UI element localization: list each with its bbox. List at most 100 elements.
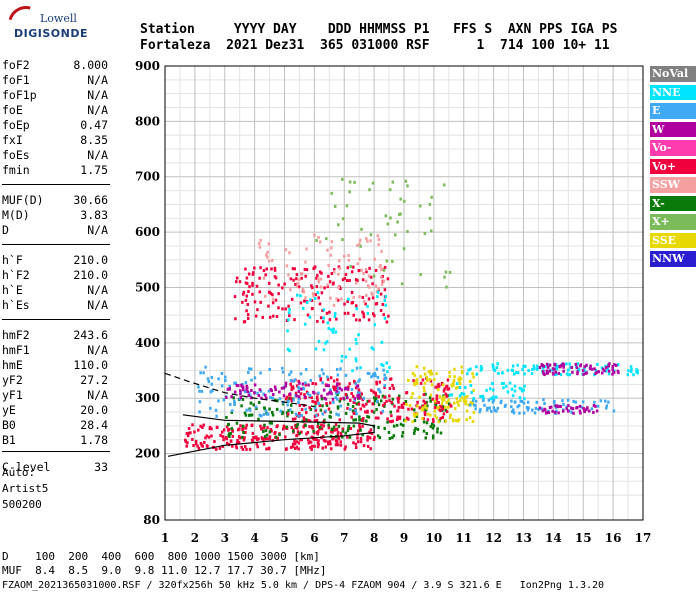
auto-artist: Artist5 bbox=[2, 482, 49, 495]
data-point bbox=[383, 385, 386, 389]
param-label: foF1p bbox=[2, 88, 37, 102]
data-point bbox=[309, 407, 313, 411]
data-point bbox=[502, 382, 505, 386]
data-point bbox=[474, 407, 477, 411]
data-point bbox=[303, 299, 306, 303]
data-point bbox=[422, 393, 426, 397]
data-point bbox=[521, 368, 524, 372]
data-point bbox=[352, 394, 355, 398]
data-point bbox=[289, 445, 293, 449]
data-point bbox=[199, 371, 202, 375]
data-point bbox=[300, 438, 303, 442]
data-point bbox=[336, 443, 340, 447]
data-point bbox=[444, 405, 447, 409]
data-point bbox=[329, 390, 333, 394]
data-point bbox=[265, 437, 269, 441]
data-point bbox=[308, 394, 312, 398]
data-point bbox=[247, 367, 251, 371]
data-point bbox=[291, 445, 295, 449]
data-point bbox=[407, 407, 410, 411]
data-point bbox=[305, 390, 309, 394]
data-point bbox=[332, 327, 335, 331]
data-point bbox=[296, 426, 299, 430]
data-point bbox=[508, 381, 512, 385]
x-tick-label: 3 bbox=[221, 531, 229, 545]
data-point bbox=[548, 369, 551, 373]
param-row: h`E N/A bbox=[2, 283, 108, 298]
data-point bbox=[279, 409, 283, 413]
data-point bbox=[464, 402, 467, 406]
data-point bbox=[334, 391, 338, 395]
data-point bbox=[441, 416, 445, 420]
data-point bbox=[338, 399, 342, 403]
data-point bbox=[294, 412, 298, 416]
data-point bbox=[556, 364, 559, 368]
data-point bbox=[341, 427, 345, 431]
param-separator bbox=[2, 244, 110, 245]
data-point bbox=[485, 388, 488, 392]
data-point bbox=[421, 407, 425, 411]
data-point bbox=[517, 404, 521, 408]
data-point bbox=[184, 438, 187, 442]
data-point bbox=[297, 395, 301, 399]
data-point bbox=[455, 419, 458, 423]
data-point bbox=[527, 406, 530, 410]
data-point bbox=[242, 290, 246, 294]
data-point bbox=[535, 400, 539, 404]
data-point bbox=[264, 409, 268, 413]
legend-item: X- bbox=[650, 195, 696, 211]
data-point bbox=[241, 397, 245, 401]
data-point bbox=[472, 403, 476, 407]
data-point bbox=[303, 395, 307, 399]
data-point bbox=[355, 341, 358, 345]
data-point bbox=[306, 438, 310, 442]
data-point bbox=[318, 374, 321, 378]
data-point bbox=[629, 365, 633, 369]
data-point bbox=[340, 388, 344, 392]
data-point bbox=[234, 317, 237, 321]
data-point bbox=[246, 317, 250, 321]
data-point bbox=[227, 432, 231, 436]
data-point bbox=[377, 238, 381, 242]
data-point bbox=[294, 282, 297, 286]
data-point bbox=[275, 425, 278, 429]
data-point bbox=[460, 396, 464, 400]
data-point bbox=[250, 367, 253, 371]
data-point bbox=[360, 227, 363, 231]
data-point bbox=[407, 417, 410, 421]
data-point bbox=[391, 180, 395, 184]
data-point bbox=[326, 442, 330, 446]
data-point bbox=[272, 393, 275, 397]
data-point bbox=[431, 436, 435, 440]
data-point bbox=[347, 253, 350, 257]
data-point bbox=[526, 408, 530, 412]
param-label: hmF2 bbox=[2, 328, 30, 342]
data-point bbox=[246, 386, 249, 390]
data-point bbox=[558, 404, 562, 408]
data-point bbox=[518, 386, 522, 390]
data-point bbox=[506, 368, 510, 372]
data-point bbox=[313, 233, 316, 237]
data-point bbox=[383, 401, 386, 405]
param-row: yE 20.0 bbox=[2, 403, 108, 418]
data-point bbox=[311, 424, 314, 428]
data-point bbox=[413, 373, 417, 377]
data-point bbox=[456, 400, 459, 404]
data-point bbox=[304, 260, 307, 264]
data-point bbox=[271, 258, 274, 262]
data-point bbox=[400, 282, 404, 286]
data-point bbox=[245, 384, 248, 388]
data-point bbox=[489, 397, 493, 401]
data-point bbox=[187, 431, 191, 435]
data-point bbox=[292, 429, 295, 433]
data-point bbox=[429, 424, 433, 428]
data-point bbox=[379, 399, 383, 403]
data-point bbox=[310, 284, 313, 288]
data-point bbox=[438, 394, 442, 398]
data-point bbox=[566, 368, 570, 372]
data-point bbox=[244, 298, 248, 302]
data-point bbox=[482, 396, 485, 400]
data-point bbox=[565, 372, 569, 376]
data-point bbox=[468, 379, 472, 383]
data-point bbox=[306, 313, 310, 317]
